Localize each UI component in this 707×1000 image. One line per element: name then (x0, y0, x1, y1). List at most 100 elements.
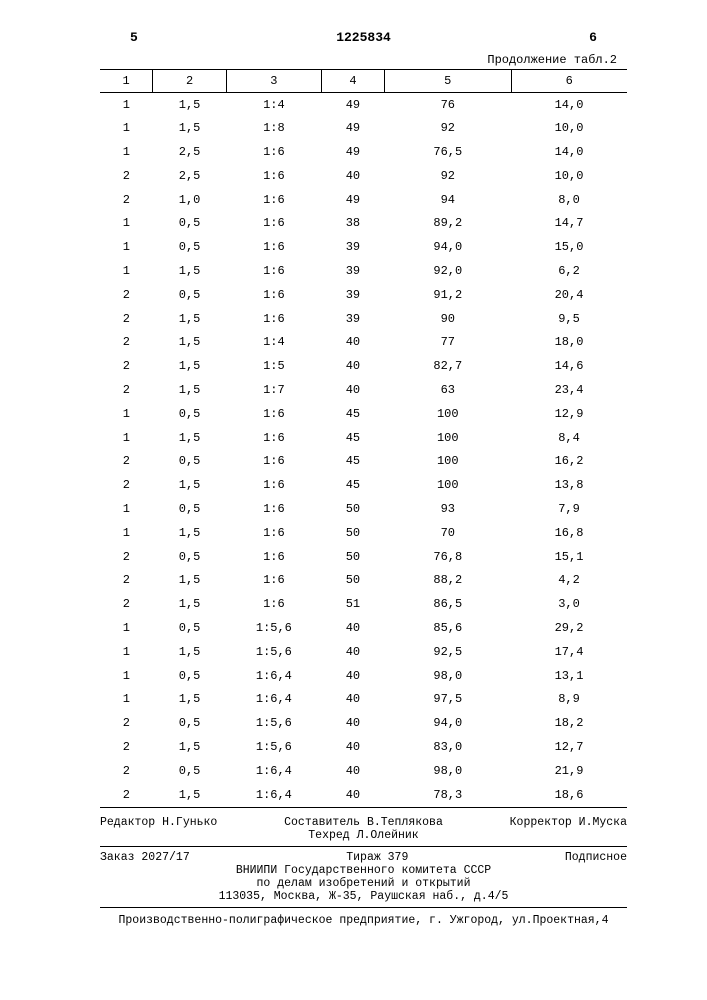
cell: 1 (100, 117, 153, 141)
cell: 15,0 (511, 236, 627, 260)
cell: 0,5 (153, 212, 227, 236)
table-row: 20,51:63991,220,4 (100, 283, 627, 307)
cell: 40 (321, 164, 384, 188)
table-row: 21,51:5,64083,012,7 (100, 736, 627, 760)
cell: 39 (321, 260, 384, 284)
table-row: 12,51:64976,514,0 (100, 141, 627, 165)
cell: 78,3 (385, 783, 511, 807)
cell: 1:6 (226, 450, 321, 474)
cell: 8,9 (511, 688, 627, 712)
data-table: 1 2 3 4 5 6 11,51:4497614,011,51:8499210… (100, 69, 627, 808)
cell: 1:6 (226, 593, 321, 617)
cell: 92 (385, 164, 511, 188)
cell: 2 (100, 283, 153, 307)
table-row: 20,51:5,64094,018,2 (100, 712, 627, 736)
cell: 40 (321, 379, 384, 403)
cell: 1 (100, 498, 153, 522)
cell: 2,5 (153, 164, 227, 188)
table-row: 21,51:65186,53,0 (100, 593, 627, 617)
cell: 21,9 (511, 759, 627, 783)
cell: 0,5 (153, 236, 227, 260)
cell: 16,8 (511, 521, 627, 545)
cell: 40 (321, 640, 384, 664)
cell: 2 (100, 569, 153, 593)
table-row: 21,51:64510013,8 (100, 474, 627, 498)
cell: 6,2 (511, 260, 627, 284)
cell: 0,5 (153, 498, 227, 522)
cell: 10,0 (511, 164, 627, 188)
cell: 14,0 (511, 93, 627, 117)
cell: 50 (321, 545, 384, 569)
credits-block: Редактор Н.Гунько Составитель В.Тепляков… (100, 816, 627, 847)
cell: 16,2 (511, 450, 627, 474)
cell: 100 (385, 450, 511, 474)
cell: 1:6 (226, 402, 321, 426)
table-row: 11,51:5,64092,517,4 (100, 640, 627, 664)
cell: 2 (100, 355, 153, 379)
cell: 8,4 (511, 426, 627, 450)
cell: 1:5,6 (226, 617, 321, 641)
cell: 1:6,4 (226, 759, 321, 783)
cell: 1:6 (226, 498, 321, 522)
cell: 90 (385, 307, 511, 331)
cell: 45 (321, 402, 384, 426)
order-number: Заказ 2027/17 (100, 851, 190, 864)
table-row: 10,51:64510012,9 (100, 402, 627, 426)
cell: 14,0 (511, 141, 627, 165)
cell: 40 (321, 331, 384, 355)
cell: 0,5 (153, 617, 227, 641)
cell: 1 (100, 260, 153, 284)
cell: 94,0 (385, 236, 511, 260)
continuation-label: Продолжение табл.2 (100, 53, 627, 67)
imprint-block: Заказ 2027/17 Тираж 379 Подписное ВНИИПИ… (100, 847, 627, 908)
page-left-num: 5 (130, 30, 138, 45)
cell: 1:6 (226, 212, 321, 236)
col-header-6: 6 (511, 70, 627, 93)
cell: 98,0 (385, 664, 511, 688)
col-header-3: 3 (226, 70, 321, 93)
cell: 76,8 (385, 545, 511, 569)
cell: 2 (100, 188, 153, 212)
table-row: 21,51:65088,24,2 (100, 569, 627, 593)
cell: 1 (100, 236, 153, 260)
table-row: 10,51:5,64085,629,2 (100, 617, 627, 641)
cell: 1,5 (153, 93, 227, 117)
cell: 1:6 (226, 521, 321, 545)
cell: 20,4 (511, 283, 627, 307)
table-row: 22,51:6409210,0 (100, 164, 627, 188)
cell: 13,8 (511, 474, 627, 498)
cell: 15,1 (511, 545, 627, 569)
table-row: 21,51:54082,714,6 (100, 355, 627, 379)
cell: 76 (385, 93, 511, 117)
col-header-4: 4 (321, 70, 384, 93)
table-row: 10,51:63994,015,0 (100, 236, 627, 260)
cell: 0,5 (153, 283, 227, 307)
page-right-num: 6 (589, 30, 597, 45)
cell: 1 (100, 426, 153, 450)
cell: 89,2 (385, 212, 511, 236)
cell: 100 (385, 402, 511, 426)
table-row: 11,51:8499210,0 (100, 117, 627, 141)
cell: 1 (100, 212, 153, 236)
cell: 29,2 (511, 617, 627, 641)
cell: 1:6 (226, 569, 321, 593)
cell: 1 (100, 640, 153, 664)
col-header-2: 2 (153, 70, 227, 93)
cell: 1,5 (153, 593, 227, 617)
cell: 1:6 (226, 164, 321, 188)
cell: 1:5,6 (226, 712, 321, 736)
cell: 38 (321, 212, 384, 236)
cell: 14,7 (511, 212, 627, 236)
cell: 1:6 (226, 545, 321, 569)
cell: 49 (321, 117, 384, 141)
cell: 1:6 (226, 236, 321, 260)
corrector-credit: Корректор И.Муска (510, 816, 627, 842)
cell: 1:6 (226, 426, 321, 450)
cell: 1:8 (226, 117, 321, 141)
cell: 1,5 (153, 736, 227, 760)
cell: 2 (100, 307, 153, 331)
cell: 2 (100, 474, 153, 498)
cell: 0,5 (153, 402, 227, 426)
cell: 83,0 (385, 736, 511, 760)
cell: 1,5 (153, 379, 227, 403)
